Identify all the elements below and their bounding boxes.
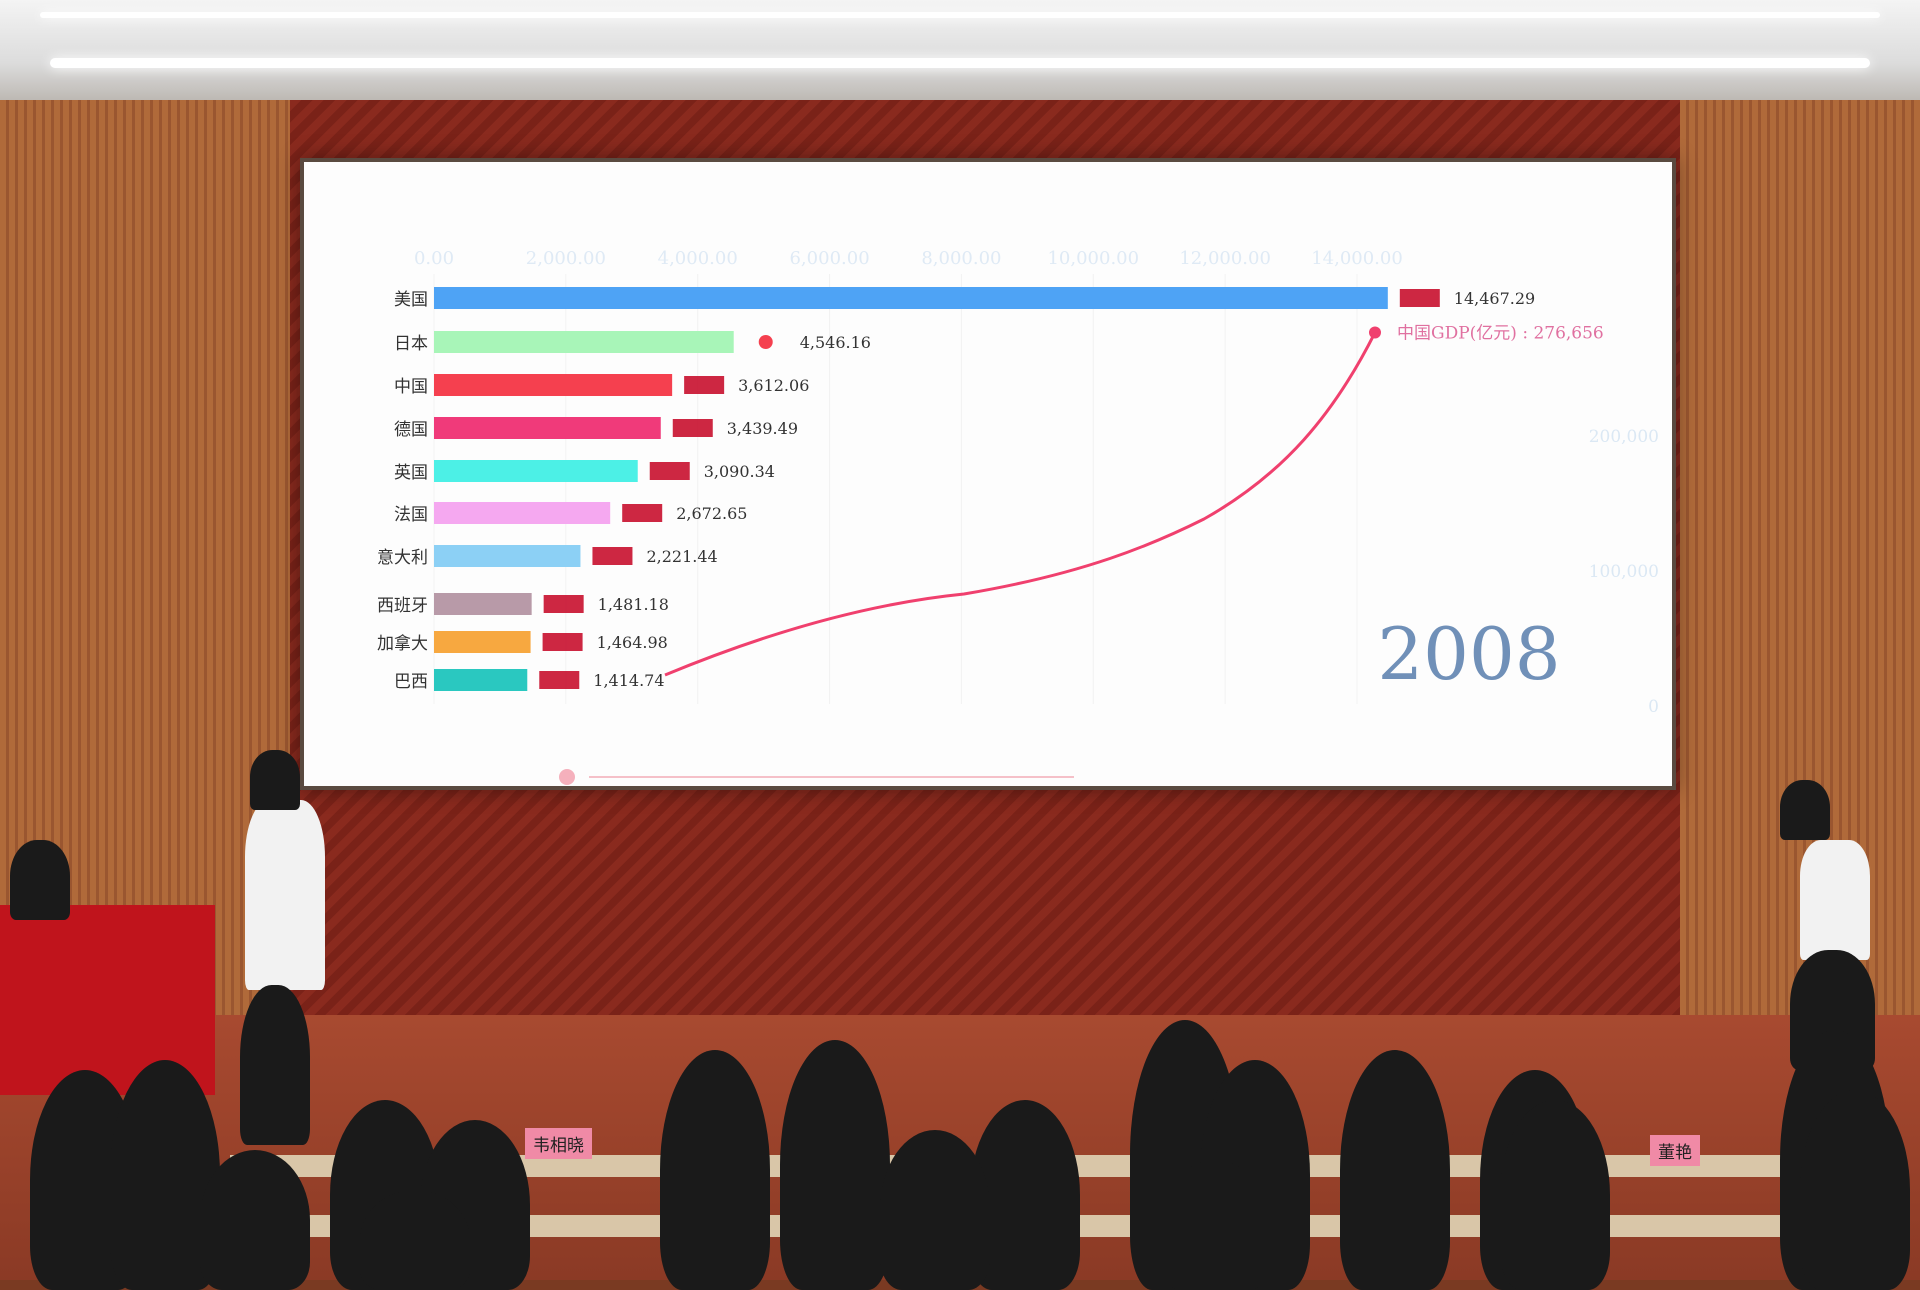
ceiling-light	[50, 58, 1870, 68]
bar	[434, 417, 661, 439]
audience-member	[1160, 1160, 1270, 1290]
ceiling	[0, 0, 1920, 105]
canada-flag-icon	[542, 633, 583, 651]
year-label: 2008	[1377, 612, 1560, 696]
audience-member	[1800, 1090, 1910, 1290]
gdp-line	[664, 331, 1377, 677]
china-flag-icon	[684, 376, 725, 394]
value-label: 3,090.34	[704, 462, 775, 481]
bar	[434, 460, 638, 482]
bar	[434, 374, 673, 396]
value-label: 2,672.65	[676, 504, 747, 523]
gdp-label: 中国GDP(亿元) : 276,656	[1397, 324, 1604, 344]
bar	[434, 593, 532, 615]
category-label: 法国	[394, 505, 428, 525]
value-label: 3,439.49	[727, 419, 798, 438]
italy-flag-icon	[592, 547, 633, 565]
audience-member	[200, 1150, 310, 1290]
projection-screen: 0.00 2,000.00 4,000.00 6,000.00 8,000.00 10,0…	[300, 158, 1676, 790]
category-label: 德国	[394, 420, 428, 440]
category-label: 美国	[394, 290, 428, 310]
x-tick-label: 14,000.00	[1311, 248, 1403, 269]
audience-member	[360, 1190, 470, 1290]
value-label: 3,612.06	[738, 376, 809, 395]
value-label: 1,464.98	[597, 633, 668, 652]
value-label: 2,221.44	[646, 547, 717, 566]
category-label: 加拿大	[377, 633, 428, 654]
brazil-flag-icon	[539, 671, 580, 689]
y-tick-label: 200,000	[1589, 427, 1659, 447]
us-flag-icon	[1399, 289, 1440, 307]
audience-member	[780, 1040, 890, 1290]
presenter-legs	[240, 985, 310, 1145]
audience-member	[1340, 1050, 1450, 1290]
category-label: 西班牙	[377, 596, 428, 616]
gdp-endpoint	[1369, 326, 1381, 339]
category-label: 意大利	[377, 548, 428, 568]
france-flag-icon	[622, 504, 663, 522]
value-label: 1,481.18	[598, 595, 669, 614]
bar	[434, 545, 581, 567]
value-label: 4,546.16	[800, 333, 871, 352]
bar	[434, 631, 531, 653]
category-label: 日本	[394, 334, 428, 354]
audience-member	[880, 1130, 990, 1290]
category-label: 英国	[394, 463, 428, 483]
presenter-head	[1780, 780, 1830, 840]
bar-race-chart: 0.00 2,000.00 4,000.00 6,000.00 8,000.00 10,0…	[377, 248, 1659, 785]
x-tick-label: 2,000.00	[526, 248, 606, 269]
nameplate: 董艳	[1650, 1135, 1700, 1166]
uk-flag-icon	[649, 462, 690, 480]
audience-member	[1500, 1100, 1610, 1290]
y-tick-label: 0	[1648, 697, 1659, 717]
value-label: 14,467.29	[1454, 289, 1535, 308]
bar	[434, 669, 528, 691]
bar	[434, 287, 1388, 309]
presenter-head	[250, 750, 300, 810]
timeline-play-button	[559, 769, 575, 785]
x-tick-label: 8,000.00	[921, 248, 1001, 269]
audience-member	[660, 1050, 770, 1290]
spain-flag-icon	[543, 595, 584, 613]
value-label: 1,414.74	[593, 671, 664, 690]
judge	[10, 840, 70, 920]
nameplate: 韦相晓	[525, 1128, 592, 1159]
x-tick-label: 0.00	[414, 248, 454, 269]
bar	[434, 502, 611, 524]
bar	[434, 331, 734, 353]
x-tick-label: 12,000.00	[1179, 248, 1271, 269]
presenter	[1800, 840, 1870, 960]
x-tick-label: 4,000.00	[658, 248, 738, 269]
category-label: 中国	[394, 377, 428, 397]
presenter	[245, 800, 325, 990]
ceiling-light	[40, 12, 1880, 18]
y-tick-label: 100,000	[1589, 562, 1659, 582]
germany-flag-icon	[672, 419, 713, 437]
x-tick-label: 6,000.00	[789, 248, 869, 269]
dot-marker-icon	[758, 335, 773, 349]
x-tick-label: 10,000.00	[1047, 248, 1139, 269]
category-label: 巴西	[394, 672, 428, 692]
